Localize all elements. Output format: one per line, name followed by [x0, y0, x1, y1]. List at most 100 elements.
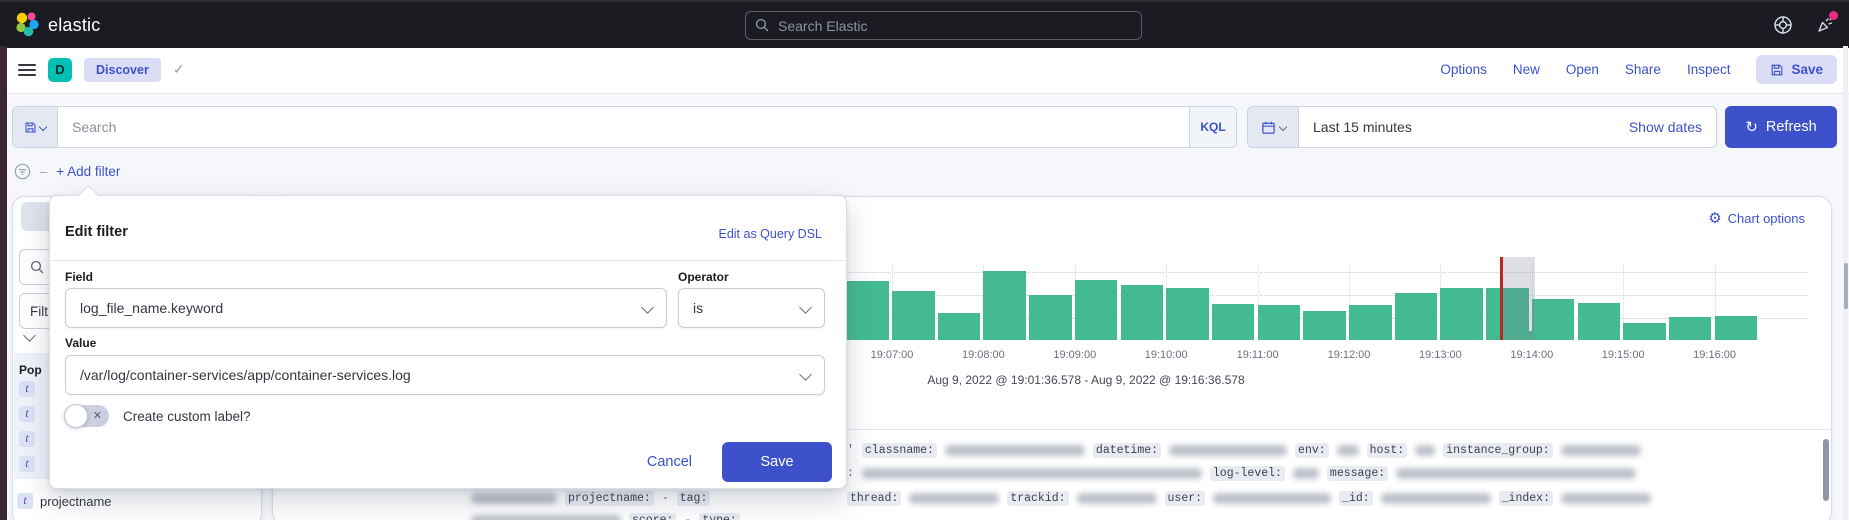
document-row: projectname: - tag:	[471, 490, 711, 506]
filter-save-button[interactable]: Save	[722, 442, 832, 482]
x-axis-tick-label: 19:07:00	[870, 349, 914, 361]
doc-redacted-value	[471, 492, 557, 504]
doc-field-label: tag:	[676, 490, 711, 506]
histogram-bar[interactable]	[1668, 317, 1712, 340]
page-scrollbar-thumb[interactable]	[1843, 263, 1848, 309]
histogram-bar[interactable]	[937, 313, 981, 340]
grid-line-vertical	[1257, 263, 1259, 340]
grid-line-horizontal	[781, 272, 1807, 273]
histogram-bar[interactable]	[1531, 299, 1575, 340]
toggle-knob	[64, 404, 88, 428]
histogram-bar[interactable]	[1349, 305, 1392, 340]
x-axis-tick-label: 19:12:00	[1327, 349, 1371, 361]
save-button-label: Save	[1791, 62, 1823, 77]
doc-redacted-value	[909, 492, 1000, 504]
save-button[interactable]: Save	[1756, 55, 1837, 84]
text-field-type-icon: t	[19, 381, 35, 397]
histogram-bar[interactable]	[983, 271, 1026, 340]
x-axis-tick-label: 19:15:00	[1601, 349, 1645, 361]
space-badge[interactable]: D	[48, 57, 72, 82]
notification-dot	[1829, 11, 1838, 20]
document-row: : log-level: message:	[847, 465, 1637, 481]
popover-title: Edit filter	[65, 224, 128, 240]
chevron-down-icon[interactable]	[23, 329, 36, 342]
saved-query-menu-button[interactable]	[13, 107, 58, 147]
cancel-button[interactable]: Cancel	[646, 454, 692, 470]
doc-redacted-value	[1292, 467, 1319, 479]
kql-search-input[interactable]	[58, 107, 1189, 147]
saved-check-icon: ✓	[172, 61, 185, 77]
histogram-bar[interactable]	[1166, 288, 1209, 340]
histogram-bar[interactable]	[1303, 311, 1346, 340]
x-axis-tick-label: 19:11:00	[1236, 349, 1279, 361]
doc-redacted-value	[1336, 444, 1359, 456]
histogram-bar[interactable]	[1440, 288, 1483, 340]
doc-redacted-value	[1076, 492, 1157, 504]
histogram-bar[interactable]	[1029, 295, 1072, 340]
open-link[interactable]: Open	[1565, 62, 1599, 77]
breadcrumb[interactable]: Discover	[84, 57, 161, 82]
share-link[interactable]: Share	[1624, 62, 1661, 77]
histogram-bar[interactable]	[846, 281, 889, 340]
menu-icon[interactable]	[18, 63, 36, 76]
histogram-bar[interactable]	[1577, 303, 1621, 340]
popover-header-divider	[50, 260, 846, 261]
doc-redacted-value	[1396, 467, 1637, 479]
doc-field-label: datetime:	[1092, 442, 1162, 458]
filter-save-button-label: Save	[760, 454, 794, 470]
window-edge-strip	[0, 46, 7, 520]
histogram-plot[interactable]: 19:07:00 19:08:00 19:09:00 19:10:00 19:11:00…	[273, 197, 1831, 429]
histogram-bar[interactable]	[1074, 280, 1118, 340]
filter-icon[interactable]	[14, 163, 31, 180]
field-name: projectname	[40, 493, 112, 509]
field-select[interactable]: log_file_name.keyword	[65, 288, 667, 328]
custom-label-toggle[interactable]: ✕ Create custom label?	[64, 404, 251, 428]
elastic-logo[interactable]: elastic	[14, 11, 100, 39]
options-link[interactable]: Options	[1440, 62, 1487, 77]
party-popper-icon	[1818, 18, 1833, 32]
filter-bar: – + Add filter	[14, 160, 120, 182]
query-language-button[interactable]: KQL	[1189, 107, 1236, 147]
edit-as-query-dsl-link[interactable]: Edit as Query DSL	[718, 227, 822, 241]
histogram-bar[interactable]	[1714, 316, 1758, 340]
histogram-bar[interactable]	[1394, 293, 1438, 340]
operator-select[interactable]: is	[678, 288, 825, 328]
histogram-bar[interactable]	[1211, 304, 1255, 340]
doc-redacted-value	[1169, 444, 1288, 456]
filter-by-type-label: Filt	[30, 303, 48, 319]
refresh-button[interactable]: ↻ Refresh	[1725, 106, 1837, 148]
chevron-down-icon	[799, 368, 812, 381]
doc-text-fragment: -	[661, 491, 669, 505]
help-icon[interactable]	[1773, 15, 1793, 35]
documents-scrollbar[interactable]	[1823, 439, 1829, 501]
chevron-down-icon	[1278, 122, 1287, 132]
chart-options-link[interactable]: ⚙ Chart options	[1708, 211, 1805, 226]
histogram-bar[interactable]	[1257, 305, 1301, 340]
popular-fields-label: Pop	[19, 363, 42, 377]
global-search-input[interactable]	[745, 11, 1142, 40]
inspect-link[interactable]: Inspect	[1686, 62, 1731, 77]
app-nav-row: D Discover ✓ Options New Open Share Insp…	[0, 46, 1849, 94]
document-row: ' classname: datetime: env: host: instance_gr…	[847, 442, 1641, 458]
sidebar-field-projectname[interactable]: t projectname	[17, 493, 112, 509]
refresh-button-label: Refresh	[1765, 119, 1817, 135]
section-divider	[273, 429, 1831, 430]
new-link[interactable]: New	[1512, 62, 1540, 77]
doc-field-label: user:	[1164, 490, 1206, 506]
date-quick-menu-button[interactable]	[1248, 107, 1299, 147]
histogram-bar[interactable]	[892, 291, 935, 340]
doc-text-fragment: -	[684, 513, 692, 520]
value-label: Value	[65, 336, 97, 350]
show-dates-link[interactable]: Show dates	[1628, 119, 1702, 135]
news-feed-icon[interactable]	[1815, 11, 1838, 35]
doc-field-label: message:	[1326, 465, 1389, 481]
histogram-bar-partial[interactable]	[1490, 331, 1535, 340]
document-row: score: - type:	[471, 512, 740, 520]
doc-field-label: host:	[1366, 442, 1408, 458]
add-filter-link[interactable]: + Add filter	[56, 163, 121, 179]
histogram-bar[interactable]	[1120, 285, 1164, 340]
histogram-bar[interactable]	[1623, 323, 1666, 340]
value-select[interactable]: /var/log/container-services/app/containe…	[65, 355, 825, 395]
doc-field-label: _index:	[1498, 490, 1553, 506]
time-range-value[interactable]: Last 15 minutes	[1313, 119, 1412, 135]
